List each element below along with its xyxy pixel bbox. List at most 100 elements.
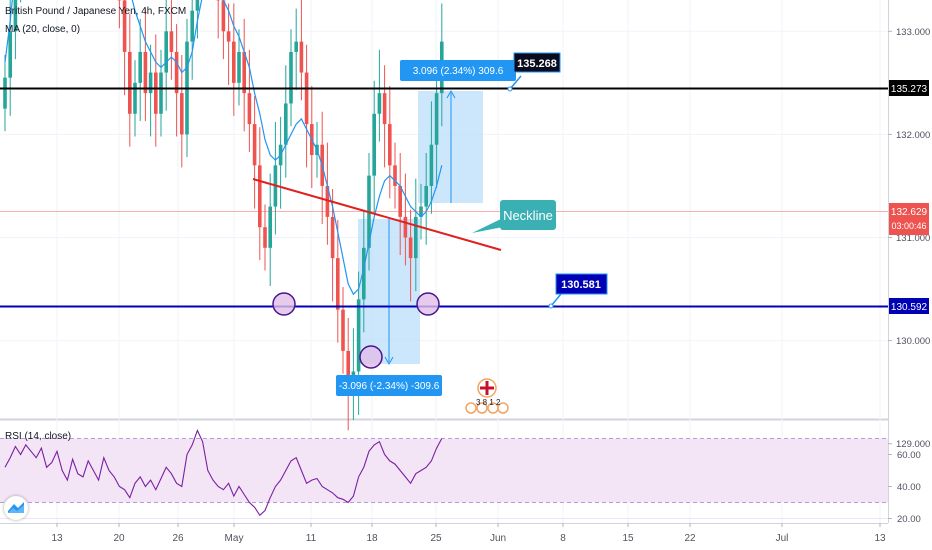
- time-tick-label: Jun: [490, 533, 506, 544]
- resistance-callout-label: 135.268: [517, 58, 557, 70]
- time-axis[interactable]: 13 20 26 May 11 18 25 Jun 8 15 22 Jul 13: [51, 523, 886, 544]
- candle-body: [128, 51, 132, 114]
- uk-flag-cross-v: [485, 381, 489, 395]
- candle-body: [258, 165, 262, 228]
- time-tick-label: 26: [172, 533, 184, 544]
- price-tick-label: 131.000: [896, 233, 930, 244]
- candle-body: [424, 185, 428, 207]
- candle-body: [232, 41, 236, 83]
- candle-body: [138, 51, 142, 83]
- candle-body: [377, 93, 382, 114]
- event-dot-icon[interactable]: [497, 402, 509, 414]
- candle-body: [398, 185, 402, 217]
- price-tick-label: 130.000: [896, 336, 930, 347]
- time-tick-label: 8: [560, 533, 566, 544]
- support-callout-label: 130.581: [561, 279, 601, 291]
- current-price-badge: 132.629: [891, 207, 928, 218]
- event-dot-icon[interactable]: [476, 402, 488, 414]
- candle-body: [3, 77, 7, 109]
- candle-body: [341, 309, 345, 351]
- head-circle[interactable]: [359, 345, 383, 369]
- price-axis[interactable]: 137.000136.000135.000134.000133.000132.0…: [888, 0, 930, 450]
- candle-body: [393, 165, 397, 186]
- candle-body: [289, 51, 293, 104]
- candle-body: [408, 237, 413, 259]
- candle-body: [13, 0, 18, 32]
- candle-body: [356, 299, 361, 372]
- time-tick-label: 15: [622, 533, 634, 544]
- candle-body: [325, 185, 330, 217]
- neckline-trendline[interactable]: [252, 178, 502, 251]
- candle-body: [247, 93, 252, 125]
- candle-body: [148, 72, 153, 94]
- candle-body: [180, 93, 184, 135]
- time-tick-label: 22: [684, 533, 696, 544]
- candle-body: [143, 51, 148, 94]
- rsi-tick-label: 60.00: [897, 450, 921, 461]
- event-counts: 3 8 1 2: [476, 398, 501, 407]
- measure-up-label: 3.096 (2.34%) 309.6: [413, 66, 504, 77]
- measure-down-label: -3.096 (-2.34%) -309.6: [339, 381, 440, 392]
- candle-body: [362, 247, 366, 300]
- tradingview-logo[interactable]: [4, 496, 28, 520]
- time-tick-label: 20: [113, 533, 125, 544]
- time-tick-label: 13: [51, 533, 63, 544]
- ma-indicator-label[interactable]: MA (20, close, 0): [5, 24, 81, 35]
- candle-body: [299, 41, 304, 73]
- rsi-tick-label: 20.00: [897, 514, 921, 525]
- ma-line: [4, 0, 443, 296]
- support-callout-box[interactable]: [555, 273, 608, 295]
- candle-body: [159, 72, 163, 114]
- resistance-callout-anchor: [507, 86, 513, 92]
- rsi-axis[interactable]: 60.00 40.00 20.00: [888, 450, 921, 525]
- measure-up-arrowhead: [446, 89, 456, 99]
- candle-body: [372, 113, 376, 176]
- current-price-badge-bg: [889, 203, 929, 235]
- candle-body: [169, 31, 174, 52]
- candle-body: [226, 31, 231, 42]
- candle-body: [252, 124, 257, 166]
- price-tick-label: 129.000: [896, 439, 930, 450]
- neckline-callout-box[interactable]: [500, 200, 556, 230]
- resistance-price-badge-bg: [889, 80, 929, 96]
- candle-body: [164, 31, 168, 73]
- candle-body: [237, 51, 241, 83]
- resistance-callout-box[interactable]: [513, 52, 561, 73]
- right-shoulder-circle[interactable]: [416, 292, 440, 316]
- rsi-band-fill: [0, 438, 888, 503]
- support-price-badge-bg: [889, 298, 929, 314]
- candle-body: [414, 216, 418, 259]
- measure-down-arrowhead: [384, 356, 394, 366]
- rsi-indicator-label[interactable]: RSI (14, close): [5, 431, 72, 442]
- candle-body: [388, 124, 392, 166]
- price-tick-label: 132.000: [896, 130, 930, 141]
- candle-body: [263, 227, 267, 248]
- candle-body: [304, 72, 309, 125]
- candle-body: [268, 206, 272, 248]
- time-tick-label: 13: [874, 533, 886, 544]
- symbol-title[interactable]: British Pound / Japanese Yen, 4h, FXCM: [5, 6, 187, 17]
- left-shoulder-circle[interactable]: [272, 292, 296, 316]
- measure-down-label-bg: [336, 375, 442, 396]
- candle-body: [174, 51, 179, 94]
- candle-body: [419, 206, 423, 217]
- candle-body: [133, 82, 137, 114]
- measure-up-label-bg: [400, 60, 516, 81]
- time-tick-label: 25: [430, 533, 442, 544]
- resistance-price-badge: 135.273: [891, 84, 928, 95]
- event-dot-icon[interactable]: [465, 402, 477, 414]
- support-callout-pointer: [550, 293, 562, 307]
- candle-body: [190, 10, 194, 42]
- event-markers[interactable]: 3 8 1 2: [465, 378, 509, 414]
- support-price-badge: 130.592: [891, 302, 928, 313]
- candle-body: [382, 93, 387, 125]
- time-tick-label: May: [225, 533, 244, 544]
- candle-body: [294, 41, 298, 52]
- candle-body: [221, 0, 226, 32]
- rsi-tick-label: 40.00: [897, 482, 921, 493]
- rsi-line: [4, 429, 443, 517]
- time-tick-label: 18: [366, 533, 378, 544]
- candle-body: [242, 51, 246, 94]
- candle-body: [154, 72, 158, 114]
